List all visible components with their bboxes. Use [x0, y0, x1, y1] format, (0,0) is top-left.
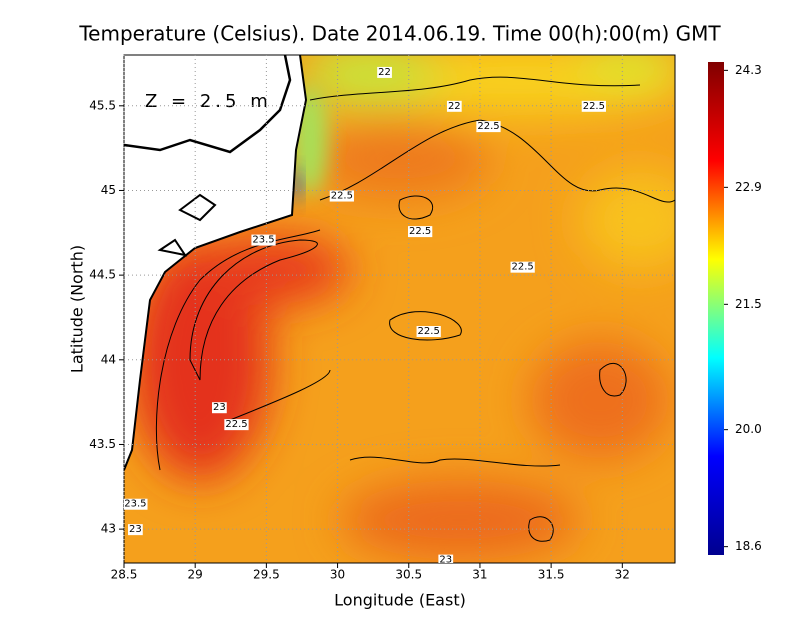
contour-label-text: 22.5 — [409, 226, 431, 237]
y-tick-label: 43 — [101, 522, 116, 536]
x-tick-label: 29 — [188, 568, 203, 582]
contour-label-bg — [438, 554, 454, 563]
chart-title: Temperature (Celsius). Date 2014.06.19. … — [78, 22, 721, 46]
contour-label-text: 22.5 — [225, 419, 247, 430]
colorbar-tick-label: 20.0 — [735, 422, 762, 436]
contour-label-text: 22 — [378, 67, 391, 78]
contour-label-bg — [329, 190, 354, 202]
colorbar — [708, 62, 724, 555]
colorbar-tick-label: 18.6 — [735, 539, 762, 553]
contour-label-bg — [212, 402, 227, 414]
x-tick-label: 30.5 — [395, 568, 422, 582]
contour-label-text: 23 — [213, 402, 226, 413]
x-tick-label: 31.5 — [538, 568, 565, 582]
y-tick-label: 45 — [101, 183, 116, 197]
y-tick-label: 43.5 — [89, 437, 116, 451]
contour-label: 22.5 — [476, 121, 501, 133]
contour-label: 23 — [128, 524, 143, 536]
contour-label-text: 22 — [448, 101, 461, 112]
x-axis-label: Longitude (East) — [334, 591, 466, 610]
contour-label: 22.5 — [408, 226, 433, 238]
contour-label: 23 — [212, 402, 227, 414]
contour-label-text: 22.5 — [583, 101, 605, 112]
contour-label-bg — [510, 261, 535, 273]
contour-label: 22 — [377, 66, 392, 78]
contour-label: 23.5 — [124, 498, 148, 510]
x-tick-label: 28.5 — [111, 568, 138, 582]
contour-label-bg — [476, 121, 501, 133]
contour-label-text: 22.5 — [331, 191, 353, 202]
contour-label-bg — [446, 100, 462, 112]
contour-label-text: 22.5 — [512, 262, 534, 273]
x-tick-label: 32 — [615, 568, 630, 582]
contour-label: 22.5 — [224, 419, 249, 431]
contour-label-bg — [408, 226, 433, 238]
contour-label-bg — [128, 524, 143, 536]
y-axis-label: Latitude (North) — [68, 245, 87, 373]
temperature-field — [124, 55, 675, 563]
contour-label: 22 — [446, 100, 462, 112]
contour-label-text: 22.5 — [418, 326, 440, 337]
contour-label: 22.5 — [510, 261, 535, 273]
contour-label-bg — [377, 66, 392, 78]
contour-label-bg — [581, 100, 606, 112]
contour-label: 22.5 — [581, 100, 606, 112]
colorbar-tick-label: 21.5 — [735, 297, 762, 311]
x-tick-label: 31 — [472, 568, 487, 582]
contour-label: 23 — [438, 554, 454, 566]
y-tick-label: 44 — [101, 352, 116, 366]
contour-label: 22.5 — [416, 326, 441, 338]
contour-label: 23.5 — [251, 234, 276, 246]
contour-label-text: 23.5 — [124, 499, 146, 510]
contour-label-bg — [416, 326, 441, 338]
x-tick-label: 30 — [330, 568, 345, 582]
colorbar-tick-label: 22.9 — [735, 180, 762, 194]
contour-label-text: 22.5 — [477, 121, 499, 132]
plot-frame — [123, 54, 676, 564]
y-tick-label: 44.5 — [89, 268, 116, 282]
contour-label: 22.5 — [329, 190, 354, 202]
depth-annotation: Z = 2.5 m — [145, 91, 272, 112]
x-tick-label: 29.5 — [253, 568, 280, 582]
y-tick-label: 45.5 — [89, 98, 116, 112]
colorbar-tick-label: 24.3 — [735, 63, 762, 77]
contour-label-bg — [224, 419, 249, 431]
contour-label-text: 23 — [439, 555, 452, 566]
contour-label-text: 23.5 — [252, 235, 274, 246]
contour-label-bg — [251, 234, 276, 246]
contour-label-bg — [124, 498, 148, 510]
contour-label-text: 23 — [129, 524, 142, 535]
